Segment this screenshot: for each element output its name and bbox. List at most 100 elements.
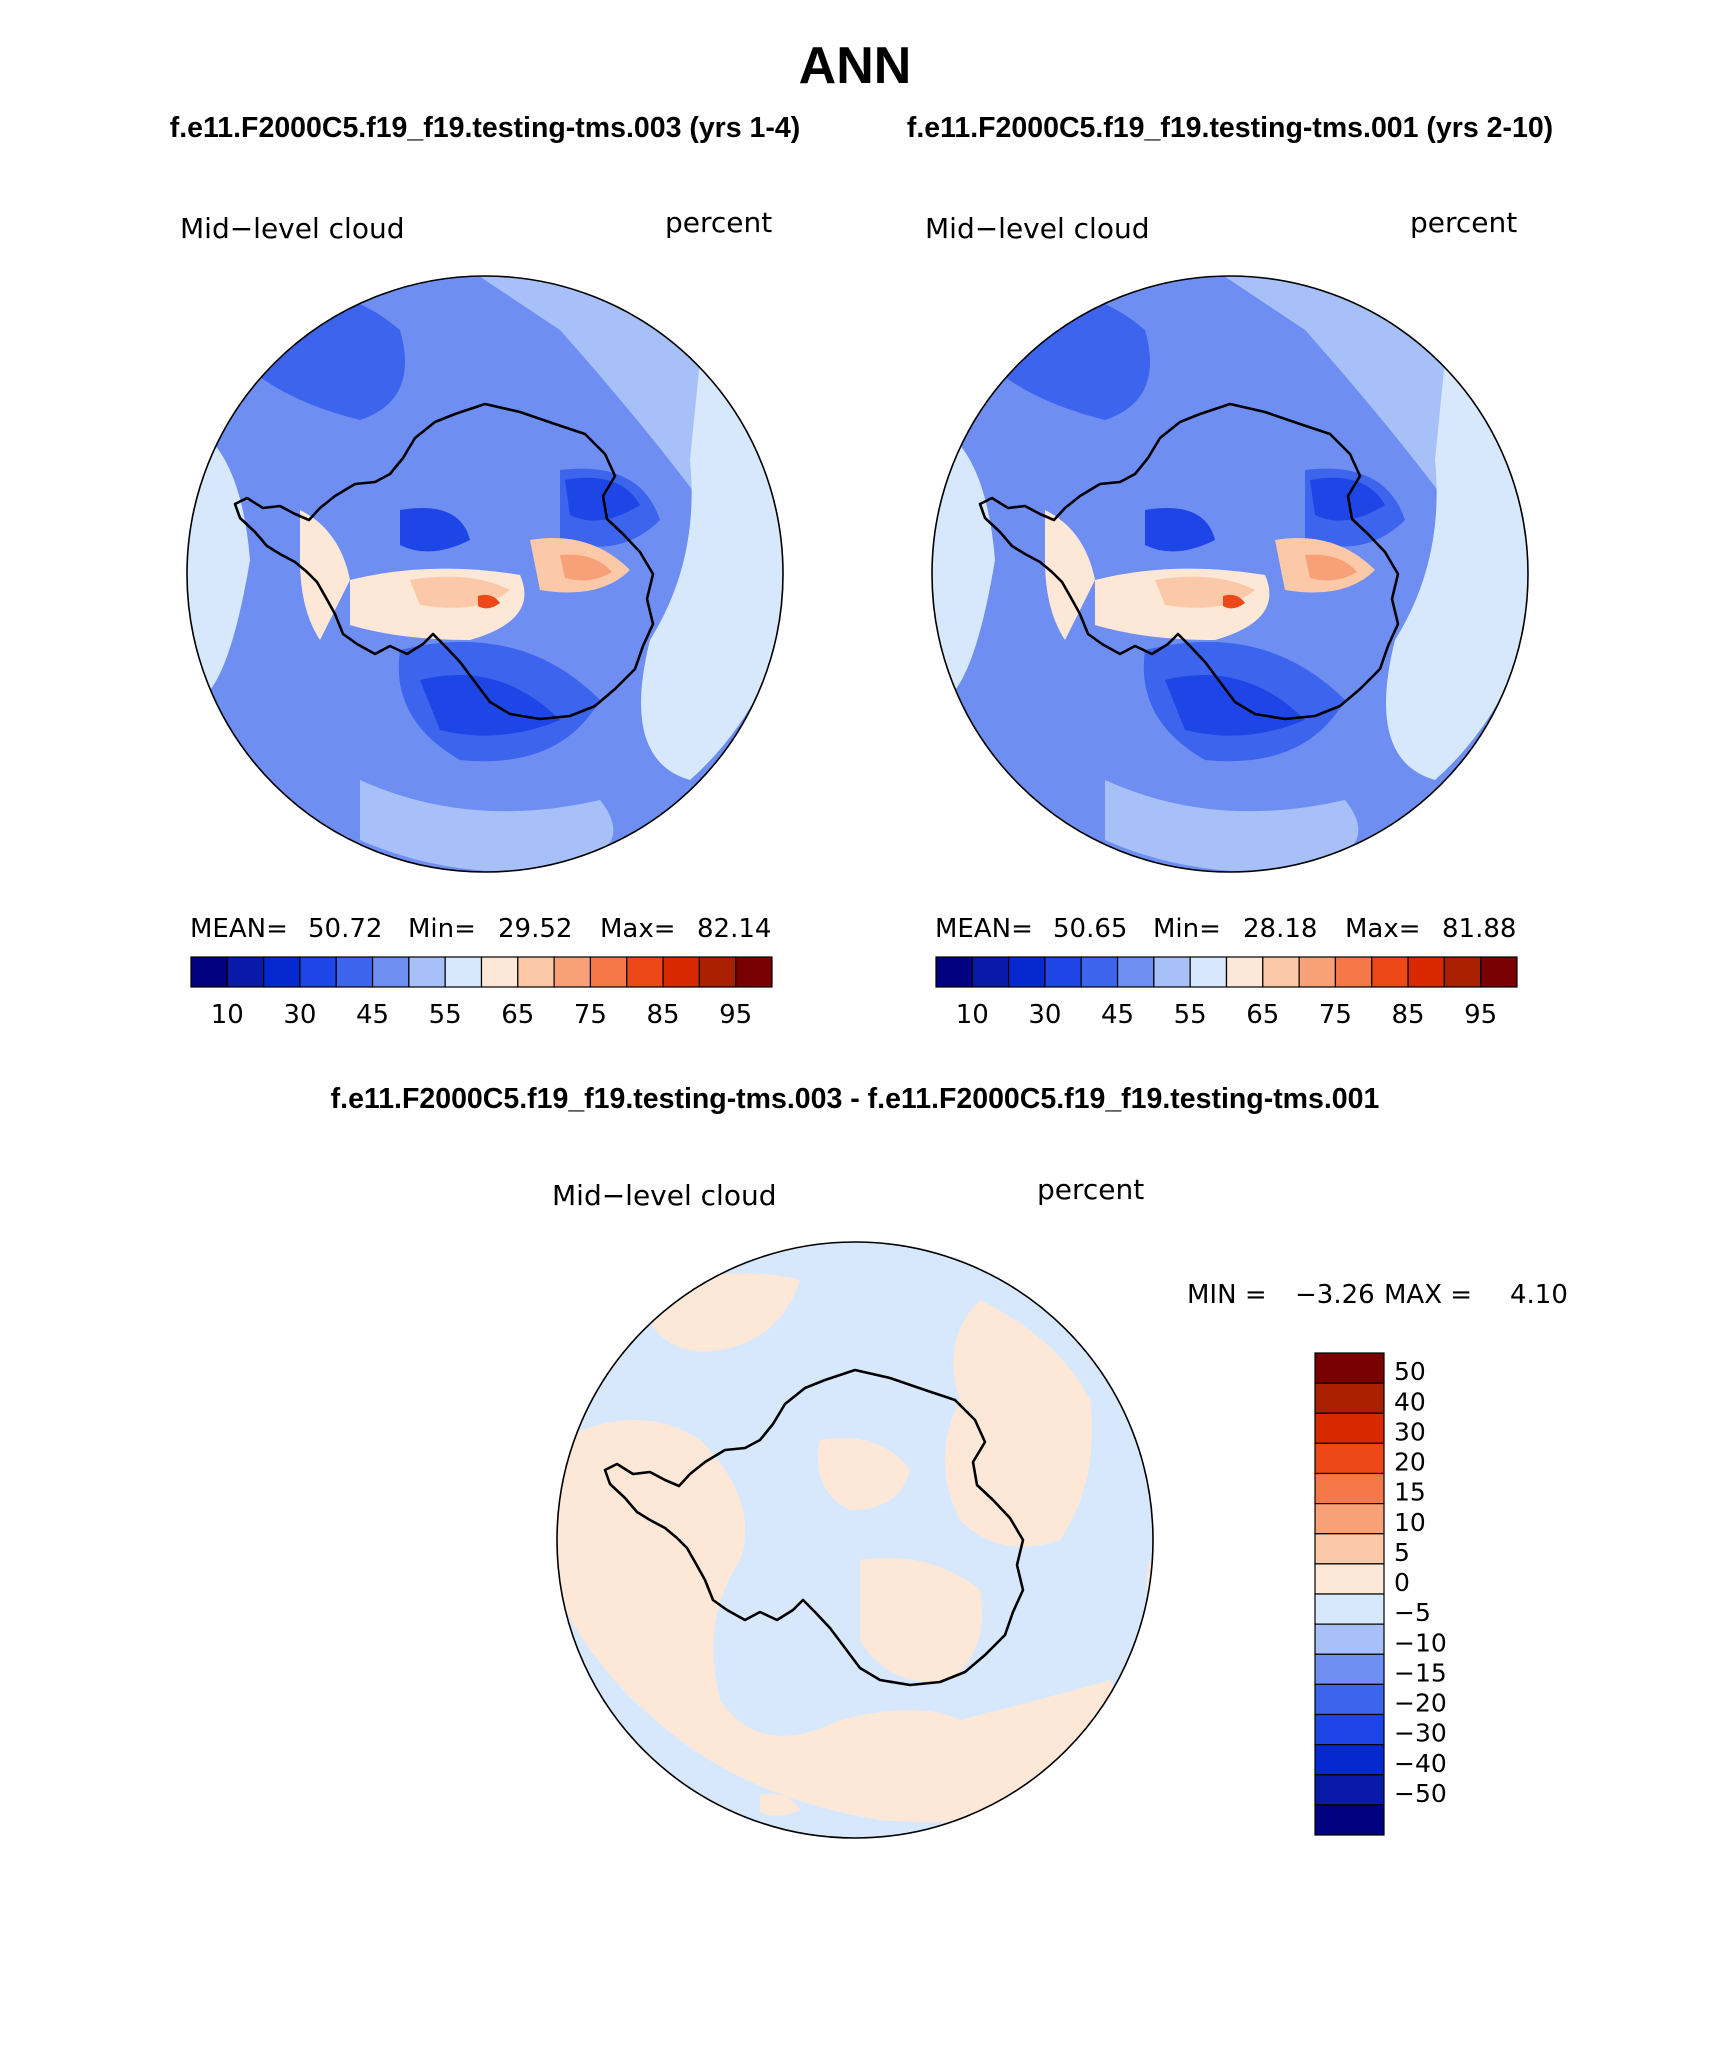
panel-a-colorbar-box xyxy=(444,956,483,988)
panel-b-variable: Mid−level cloud xyxy=(925,212,1149,245)
panel-b-colorbar-box xyxy=(971,956,1010,988)
panel-b-colorbar-box xyxy=(1225,956,1264,988)
panel-diff-colorbar-box xyxy=(1314,1352,1385,1384)
panel-a-min-value: 29.52 xyxy=(498,914,572,944)
panel-b: Mid−level cloud percent MEAN= 50.65 Min= xyxy=(925,206,1529,1030)
panel-diff-colorbar-box xyxy=(1314,1744,1385,1776)
panel-diff-min-value: −3.26 xyxy=(1295,1280,1375,1310)
panel-diff-colorbar-label: 50 xyxy=(1394,1357,1426,1386)
panel-b-colorbar-box xyxy=(1407,956,1445,988)
contour-region xyxy=(1145,508,1215,552)
panel-a-colorbar-box xyxy=(589,956,628,988)
panel-a-units: percent xyxy=(665,206,772,239)
panel-diff-colorbar-label: 20 xyxy=(1394,1448,1426,1477)
panel-b-colorbar-label: 55 xyxy=(1174,1000,1207,1030)
panel-diff-colorbar-label: −10 xyxy=(1394,1628,1447,1657)
panel-diff-map xyxy=(557,1242,1153,1838)
contour-region xyxy=(560,554,612,581)
contour-region xyxy=(420,675,560,736)
panel-a-colorbar-label: 45 xyxy=(356,1000,389,1030)
panel-b-colorbar-label: 10 xyxy=(956,1000,989,1030)
panel-b-colorbar-box xyxy=(1080,956,1119,988)
panel-a-map xyxy=(187,276,783,872)
panel-b-colorbar-label: 45 xyxy=(1101,1000,1134,1030)
panel-b-map xyxy=(932,276,1528,872)
panel-diff-colorbar-box xyxy=(1314,1804,1385,1836)
panel-a-colorbar-box xyxy=(226,956,265,988)
panel-a-colorbar-box xyxy=(553,956,592,988)
panel-a-colorbar-label: 10 xyxy=(211,1000,244,1030)
contour-region xyxy=(1386,360,1528,780)
panel-a-colorbar-box xyxy=(517,956,555,988)
case-a-title: f.e11.F2000C5.f19_f19.testing-tms.003 (y… xyxy=(170,112,800,144)
panel-diff-colorbar-label: −50 xyxy=(1394,1779,1447,1808)
contour-region xyxy=(478,594,500,609)
panel-diff-variable: Mid−level cloud xyxy=(552,1179,776,1212)
panel-diff-colorbar-label: −5 xyxy=(1394,1598,1431,1627)
panel-a-globe-outline xyxy=(186,275,784,873)
contour-region xyxy=(300,510,350,640)
panel-a: Mid−level cloud percent MEAN= 50.72 Min= xyxy=(180,206,784,1030)
panel-a-colorbar-box xyxy=(480,956,519,988)
panel-b-colorbar-box xyxy=(1443,956,1482,988)
panel-b-colorbar-label: 75 xyxy=(1319,1000,1352,1030)
panel-diff-colorbar-box xyxy=(1314,1533,1385,1565)
panel-diff-globe-outline xyxy=(556,1241,1154,1839)
panel-a-colorbar-label: 65 xyxy=(501,1000,534,1030)
panel-b-colorbar-box xyxy=(1262,956,1300,988)
panel-a-colorbar-box xyxy=(299,956,337,988)
panel-diff-colorbar-box xyxy=(1314,1683,1385,1716)
panel-a-colorbar: 10 30 45 55 65 75 85 95 xyxy=(190,956,773,1030)
contour-region xyxy=(1223,594,1245,609)
panel-diff-colorbar-label: −30 xyxy=(1394,1719,1447,1748)
contour-region xyxy=(1165,675,1305,736)
panel-a-colorbar-box xyxy=(371,956,410,988)
panel-a-max-value: 82.14 xyxy=(697,914,771,944)
panel-a-colorbar-box xyxy=(735,956,773,988)
contour-region xyxy=(1305,554,1357,581)
panel-b-colorbar-box xyxy=(1153,956,1191,988)
panel-a-mean-value: 50.72 xyxy=(308,914,382,944)
panel-b-colorbar: 10 30 45 55 65 75 85 95 xyxy=(935,956,1518,1030)
panel-b-units: percent xyxy=(1410,206,1517,239)
panel-b-colorbar-box xyxy=(1008,956,1046,988)
panel-a-max-label: Max= xyxy=(600,914,676,944)
panel-b-colorbar-box xyxy=(1116,956,1155,988)
contour-region xyxy=(860,1558,982,1682)
panel-diff-colorbar-label: 0 xyxy=(1394,1568,1410,1597)
panel-b-mean-value: 50.65 xyxy=(1053,914,1127,944)
panel-a-colorbar-label: 30 xyxy=(283,1000,316,1030)
panel-b-max-value: 81.88 xyxy=(1442,914,1516,944)
panel-a-variable: Mid−level cloud xyxy=(180,212,404,245)
panel-b-colorbar-box xyxy=(935,956,973,988)
panel-a-colorbar-label: 55 xyxy=(429,1000,462,1030)
panel-diff-max-label: MAX = xyxy=(1384,1280,1472,1310)
contour-region xyxy=(360,780,614,872)
panel-b-colorbar-box xyxy=(1371,956,1409,988)
panel-a-colorbar-label: 95 xyxy=(719,1000,752,1030)
panel-diff-colorbar-box xyxy=(1314,1593,1385,1625)
panel-diff-colorbar-box xyxy=(1314,1774,1385,1806)
panel-a-colorbar-box xyxy=(662,956,700,988)
panel-a-colorbar-box xyxy=(190,956,228,988)
contour-region xyxy=(760,1794,800,1816)
panel-b-colorbar-box xyxy=(1480,956,1518,988)
panel-diff-colorbar-box xyxy=(1314,1472,1385,1505)
panel-b-colorbar-label: 65 xyxy=(1246,1000,1279,1030)
panel-b-colorbar-box xyxy=(1334,956,1373,988)
contour-region xyxy=(1045,510,1095,640)
panel-diff-colorbar-box xyxy=(1314,1412,1385,1444)
panel-diff-colorbar-box xyxy=(1314,1623,1385,1655)
panel-diff-colorbar-box xyxy=(1314,1563,1385,1595)
panel-diff-colorbar-box xyxy=(1314,1442,1385,1475)
panel-a-colorbar-box xyxy=(698,956,737,988)
case-b-title: f.e11.F2000C5.f19_f19.testing-tms.001 (y… xyxy=(907,112,1553,144)
panel-b-min-value: 28.18 xyxy=(1243,914,1317,944)
panel-diff-colorbar-label: 30 xyxy=(1394,1417,1426,1446)
panel-a-colorbar-box xyxy=(408,956,446,988)
panel-a-mean-label: MEAN= xyxy=(190,914,288,944)
panel-b-colorbar-label: 30 xyxy=(1028,1000,1061,1030)
panel-diff-colorbar-box xyxy=(1314,1382,1385,1414)
